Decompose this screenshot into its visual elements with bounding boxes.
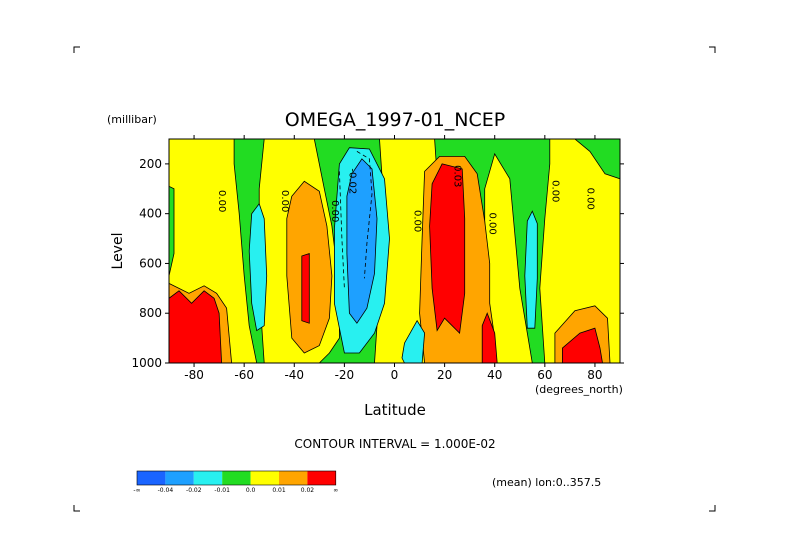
x-axis-unit: (degrees_north) [535,383,623,396]
x-axis-ticks: -80 -60 -40 -20 0 20 40 60 80 [184,135,603,382]
contour-region-red-south-pole [169,290,223,363]
legend-swatch-5 [250,471,279,485]
x-tick-label--60: -60 [234,368,254,382]
x-tick-label-80: 80 [587,368,602,382]
y-tick-label-400: 400 [139,207,162,221]
negative-contour-line-1 [356,151,373,279]
legend-label-5: 0.0 [246,487,256,494]
y-tick-label-800: 800 [139,306,162,320]
y-axis-ticks: 200 400 600 800 1000 [131,157,624,370]
legend-label-3: -0.02 [186,487,202,494]
x-tick-label--40: -40 [284,368,304,382]
legend-swatch-4 [222,471,251,485]
contour-label-9: 0.00 [584,188,595,210]
legend-frame [136,470,337,486]
x-tick-label-40: 40 [487,368,502,382]
x-tick-label-60: 60 [537,368,552,382]
contour-label-3: 0.00 [329,200,340,222]
contour-region-cyan-equator-dip [401,319,426,363]
contour-label-7: 0.00 [487,212,498,234]
legend-swatch-7 [307,471,336,485]
contour-labels: 0.00 0.00 0.00 -0.02 0.00 0.03 0.00 0.00 0.00 [216,165,595,235]
color-legend: -∞ -0.04 -0.02 -0.01 0.0 0.01 0.02 ∞ [133,470,338,494]
chart-title: OMEGA_1997-01_NCEP [285,109,505,131]
contour-label-5: 0.00 [412,210,423,232]
contour-label-1: 0.00 [216,190,227,212]
y-tick-label-1000: 1000 [131,356,162,370]
legend-label-1: -∞ [133,487,140,494]
contour-region-red-midlat-south [301,252,310,324]
legend-end-label: ∞ [333,487,338,494]
contour-region-blue-south-tropic [346,158,378,324]
y-tick-label-200: 200 [139,157,162,171]
contour-region-yellow-far-north-band [539,139,620,363]
legend-label-6: 0.01 [272,487,286,494]
legend-label-7: 0.02 [301,487,315,494]
contour-label-2: 0.00 [279,190,290,212]
negative-contour-line-2 [339,171,345,289]
negative-contour-lines [339,151,373,289]
contour-label-8: 0.00 [549,180,560,202]
contour-region-cyan-south-strip [248,202,268,332]
legend-label-2: -0.04 [158,487,174,494]
contour-interval: CONTOUR INTERVAL = 1.000E-02 [294,437,495,451]
contour-field [169,139,620,363]
contour-region-green-far-north-strip [574,139,620,180]
legend-swatch-1 [137,471,166,485]
x-tick-label-20: 20 [437,368,452,382]
contour-region-red-north-low [481,312,498,363]
x-tick-label-0: 0 [391,368,399,382]
legend-label-4: -0.01 [214,487,230,494]
contour-label-4: -0.02 [346,168,357,194]
contour-region-red-tropic-north [429,163,466,334]
contour-region-cyan-north-strip [524,210,538,329]
legend-swatch-6 [279,471,308,485]
averaging-note: (mean) lon:0..357.5 [492,476,601,489]
contour-region-yellow-north-band [484,152,533,363]
x-axis-label: Latitude [364,401,426,419]
x-tick-label--80: -80 [184,368,204,382]
x-tick-label--20: -20 [335,368,355,382]
legend-swatch-3 [193,471,223,485]
y-tick-label-600: 600 [139,256,162,270]
y-axis-label: Level [110,233,126,270]
y-axis-unit: (millibar) [107,113,157,126]
contour-region-red-far-north [562,327,603,363]
crop-marks [73,46,716,512]
legend-swatch-2 [165,471,194,485]
contour-label-6: 0.03 [452,165,463,187]
